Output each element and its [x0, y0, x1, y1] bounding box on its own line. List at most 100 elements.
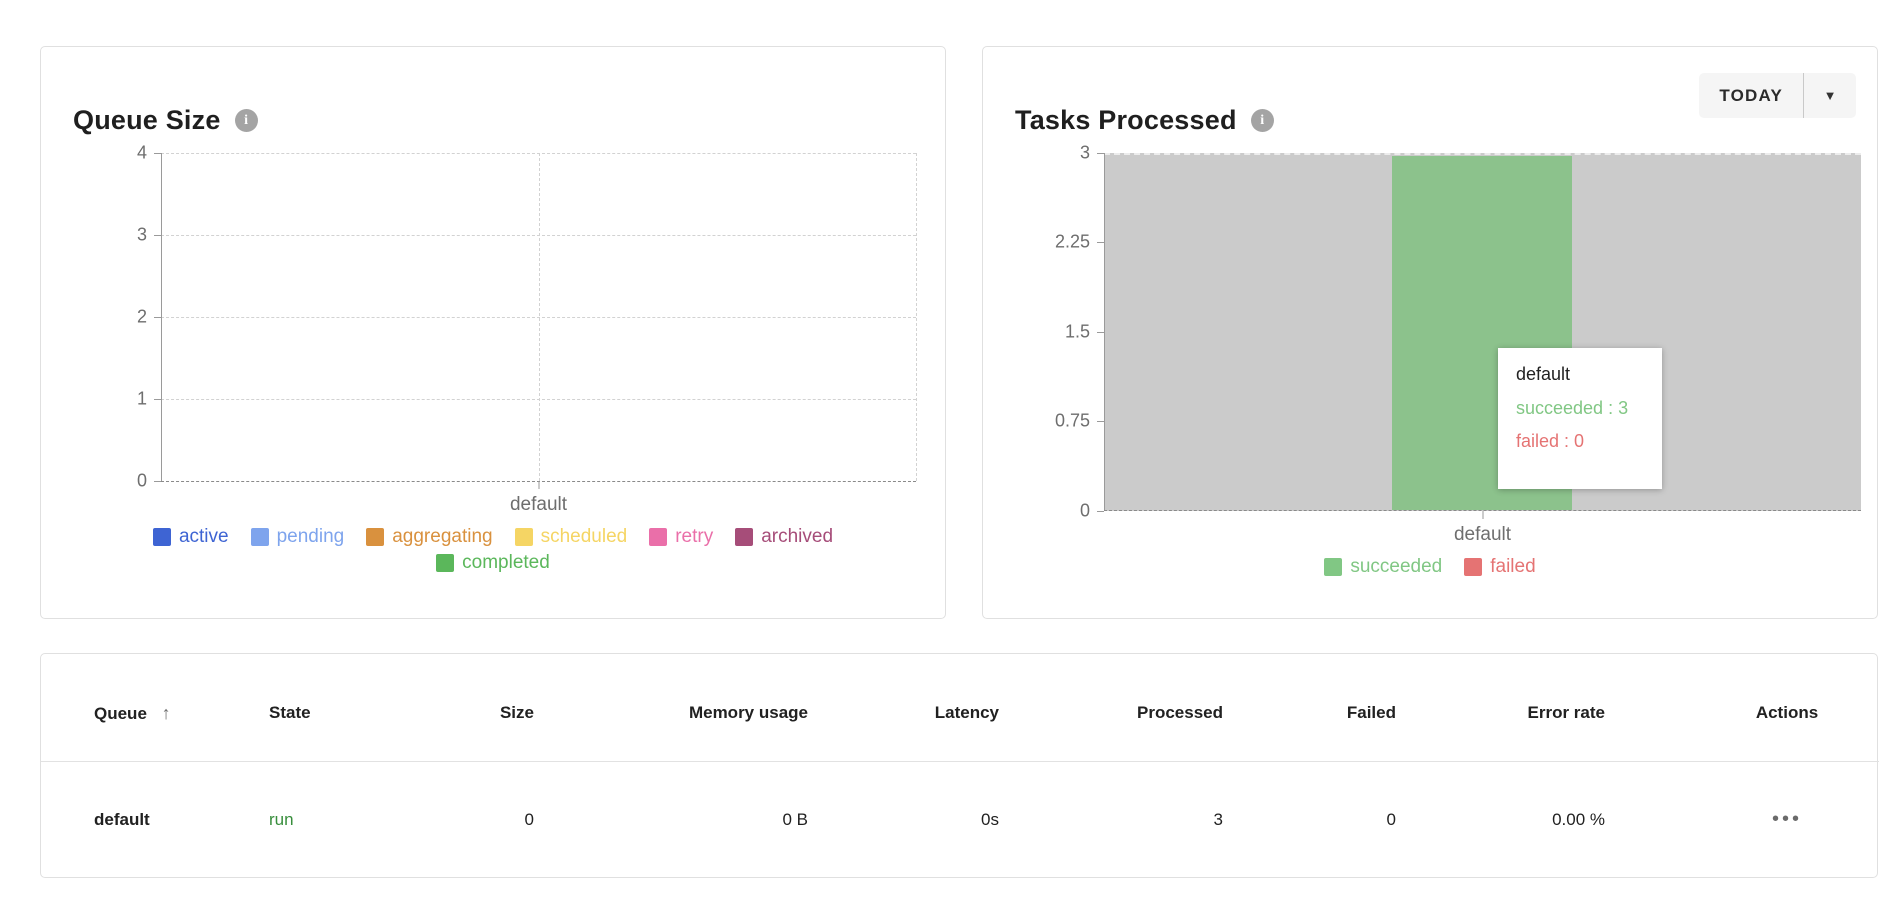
cell-queue-name[interactable]: default [94, 809, 150, 829]
column-header-processed[interactable]: Processed [999, 654, 1223, 762]
legend-swatch [152, 528, 171, 546]
cell-processed: 3 [1213, 809, 1223, 829]
cell-failed: 0 [1386, 809, 1396, 829]
legend-row: completed [436, 552, 550, 574]
cell-error-rate: 0.00 % [1552, 809, 1605, 829]
queue-size-title: Queue Size [73, 105, 221, 135]
info-icon[interactable]: i [234, 109, 258, 132]
legend-swatch [1324, 558, 1343, 576]
legend-row: active pending aggregating scheduled ret… [152, 526, 833, 548]
legend-item-completed[interactable]: completed [436, 552, 550, 574]
tooltip-failed: failed : 0 [1516, 431, 1585, 451]
y-tick [154, 317, 161, 318]
legend-item-scheduled[interactable]: scheduled [514, 526, 628, 548]
legend-swatch [514, 528, 533, 546]
tasks-processed-chart: 3 2.25 1.5 0.75 0 default [1055, 143, 1861, 545]
column-header-actions: Actions [1605, 654, 1879, 762]
legend-item-active[interactable]: active [152, 526, 229, 548]
column-header-error-rate[interactable]: Error rate [1396, 654, 1605, 762]
y-tick [154, 235, 161, 236]
legend-item-succeeded[interactable]: succeeded [1324, 556, 1442, 578]
y-tick-label: 2.25 [1054, 231, 1090, 252]
y-tick-label: 1 [136, 388, 147, 409]
tasks-processed-header: Tasks Processed i [1015, 105, 1274, 136]
column-header-memory-usage[interactable]: Memory usage [534, 654, 808, 762]
tooltip-title: default [1516, 364, 1571, 384]
legend-item-aggregating[interactable]: aggregating [366, 526, 493, 548]
cell-state: run [269, 809, 294, 829]
x-tick [1482, 511, 1483, 519]
legend-label: archived [761, 526, 834, 547]
chevron-down-icon[interactable]: ▼ [1823, 88, 1837, 103]
sort-asc-icon: ↑ [161, 702, 171, 723]
queue-size-header: Queue Size i [73, 105, 258, 136]
range-select-button[interactable]: TODAY ▼ [1699, 73, 1856, 118]
gridline [538, 153, 540, 481]
legend-item-archived[interactable]: archived [735, 526, 833, 548]
legend-swatch [436, 554, 455, 572]
queues-table: Queue ↑ State Size Memory usage Latency … [41, 654, 1879, 878]
column-header-latency[interactable]: Latency [808, 654, 999, 762]
legend-swatch [735, 528, 754, 546]
gridline [1104, 153, 1861, 155]
y-tick [1097, 421, 1104, 422]
y-tick [154, 399, 161, 400]
y-tick [154, 481, 161, 482]
y-tick [1097, 332, 1104, 333]
legend-row: succeeded failed [1324, 556, 1536, 578]
column-header-failed[interactable]: Failed [1223, 654, 1396, 762]
legend-item-failed[interactable]: failed [1464, 556, 1536, 578]
y-axis-line [1104, 153, 1105, 511]
legend-label: retry [675, 526, 714, 547]
table-row[interactable]: default run 0 0 B 0s 3 0 0.00 % ••• [41, 761, 1879, 878]
legend-item-pending[interactable]: pending [250, 526, 344, 548]
y-tick-label: 0.75 [1054, 410, 1090, 431]
legend-item-retry[interactable]: retry [649, 526, 713, 548]
more-horiz-icon[interactable]: ••• [1771, 808, 1802, 831]
column-header-state[interactable]: State [269, 654, 434, 762]
y-tick-label: 2 [136, 306, 147, 327]
table-header-row: Queue ↑ State Size Memory usage Latency … [41, 654, 1879, 762]
tasks-processed-title: Tasks Processed [1015, 105, 1237, 135]
column-header-label: Queue [94, 703, 147, 723]
y-tick [1097, 153, 1104, 154]
y-tick-label: 3 [1079, 142, 1090, 163]
legend-swatch [250, 528, 269, 546]
queue-size-legend: active pending aggregating scheduled ret… [41, 526, 945, 574]
y-tick [154, 153, 161, 154]
legend-label: succeeded [1350, 556, 1443, 577]
column-header-queue[interactable]: Queue ↑ [41, 654, 269, 762]
y-tick-label: 3 [136, 224, 147, 245]
y-tick [1097, 242, 1104, 243]
y-tick-label: 0 [1079, 500, 1090, 521]
queue-size-card: Queue Size i 4 3 2 1 0 default [40, 46, 946, 619]
cell-latency: 0s [981, 809, 999, 829]
legend-label: active [178, 526, 229, 547]
legend-label: completed [462, 552, 550, 573]
queues-table-card: Queue ↑ State Size Memory usage Latency … [40, 653, 1879, 878]
row-actions-menu-button[interactable]: ••• [1605, 761, 1879, 878]
tasks-processed-legend: succeeded failed [983, 556, 1877, 578]
x-tick [538, 481, 539, 489]
y-axis-line [161, 153, 162, 481]
legend-swatch [366, 528, 385, 546]
queue-size-chart: 4 3 2 1 0 default [137, 143, 917, 515]
gridline [916, 153, 917, 481]
legend-label: scheduled [540, 526, 628, 547]
tasks-processed-card: Tasks Processed i TODAY ▼ 3 2.25 1.5 0.7… [982, 46, 1878, 619]
range-select-label[interactable]: TODAY [1719, 85, 1783, 105]
button-divider [1803, 73, 1804, 118]
legend-label: aggregating [392, 526, 493, 547]
tooltip-succeeded: succeeded : 3 [1516, 398, 1629, 418]
info-icon[interactable]: i [1250, 109, 1274, 132]
y-tick-label: 1.5 [1064, 321, 1090, 342]
cell-size: 0 [524, 809, 534, 829]
legend-swatch [1464, 558, 1483, 576]
legend-swatch [649, 528, 668, 546]
legend-label: failed [1490, 556, 1536, 577]
cell-memory-usage: 0 B [782, 809, 808, 829]
column-header-size[interactable]: Size [434, 654, 534, 762]
x-tick-label: default [1453, 524, 1512, 545]
y-tick [1097, 511, 1104, 512]
